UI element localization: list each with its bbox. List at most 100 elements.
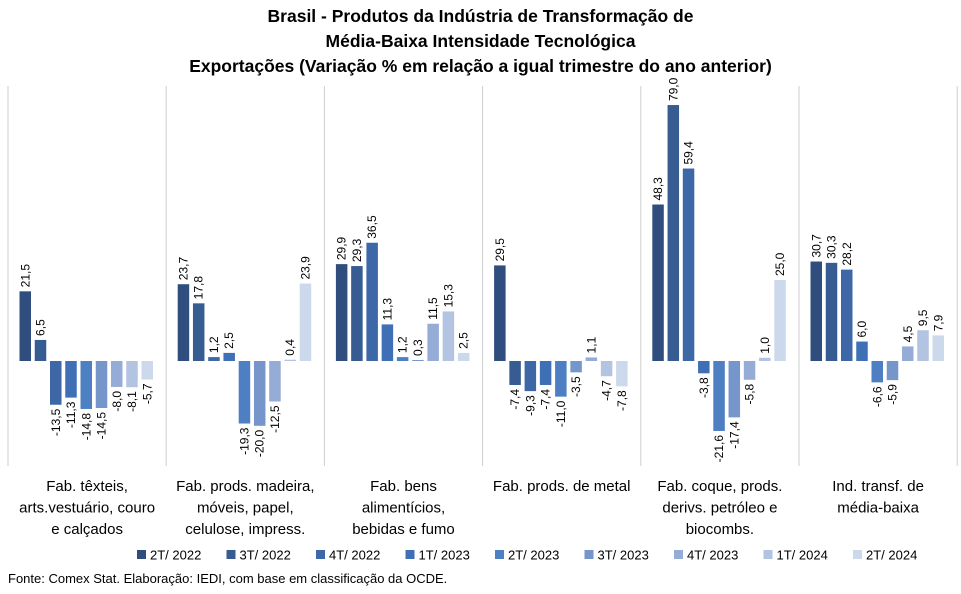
bar — [19, 291, 31, 361]
bar — [80, 361, 92, 409]
data-label: 11,5 — [426, 297, 440, 320]
data-label: 36,5 — [365, 215, 379, 239]
bar — [810, 261, 822, 361]
data-label: -12,5 — [268, 405, 282, 433]
data-label: 15,3 — [441, 284, 455, 308]
bar — [902, 346, 914, 361]
legend-swatch — [674, 550, 683, 559]
bar — [177, 284, 190, 361]
bar — [713, 361, 725, 431]
chart-title: Brasil - Produtos da Indústria de Transf… — [0, 4, 961, 79]
bar — [871, 361, 883, 383]
bar — [886, 361, 899, 381]
bar — [299, 283, 312, 361]
legend-item: 4T/ 2023 — [674, 548, 738, 563]
bar — [269, 361, 281, 402]
data-label: 28,2 — [840, 242, 854, 266]
data-label: 0,3 — [411, 339, 425, 356]
legend-item: 2T/ 2022 — [137, 548, 201, 563]
bar — [616, 361, 628, 387]
data-label: -11,3 — [64, 401, 78, 428]
data-label: 59,4 — [682, 141, 696, 165]
legend-swatch — [226, 550, 236, 559]
bar — [539, 361, 552, 385]
data-label: -13,5 — [49, 408, 63, 436]
data-label: 17,8 — [192, 276, 206, 300]
data-label: -5,9 — [886, 384, 900, 405]
bar — [524, 361, 537, 392]
bar — [396, 357, 409, 361]
category-label: Fab. têxteis, — [46, 478, 128, 495]
bar — [351, 266, 363, 361]
bar — [427, 323, 439, 361]
data-label: -19,3 — [237, 427, 251, 455]
bar — [585, 357, 598, 361]
category-label: Fab. prods. madeira, — [176, 478, 314, 495]
legend-swatch — [763, 550, 773, 559]
legend-label: 4T/ 2022 — [329, 548, 380, 563]
data-label: -14,8 — [79, 413, 93, 441]
bar — [126, 361, 138, 388]
category-labels-layer: Fab. têxteis, arts.vestuário, couro e calç… — [19, 478, 924, 538]
legend-label: 1T/ 2024 — [777, 548, 828, 563]
bar — [932, 335, 944, 361]
category-label: média-baixa — [837, 500, 919, 517]
data-label: -21,6 — [712, 435, 726, 463]
bar — [570, 361, 582, 373]
data-label: 30,3 — [825, 235, 839, 259]
chart-title-line-3: Exportações (Variação % em relação a igu… — [189, 56, 772, 76]
bar — [366, 242, 378, 361]
data-label: 6,5 — [34, 319, 48, 336]
data-label: 1,2 — [396, 336, 410, 353]
bar — [698, 361, 710, 374]
legend-label: 2T/ 2023 — [508, 548, 559, 563]
category-label: arts.vestuário, couro — [19, 500, 155, 517]
bar — [442, 311, 455, 361]
category-label: móveis, papel, — [197, 500, 294, 517]
data-label: 30,7 — [809, 234, 823, 258]
category-label: Fab. coque, prods. — [657, 478, 782, 495]
legend-item: 1T/ 2024 — [763, 548, 828, 563]
bar — [825, 262, 838, 361]
data-label: 4,5 — [901, 325, 915, 342]
data-label: 79,0 — [666, 77, 680, 101]
data-label: 1,2 — [207, 336, 221, 353]
chart-title-line-2: Média-Baixa Intensidade Tecnológica — [325, 31, 636, 51]
category-label: Ind. transf. de — [832, 478, 924, 495]
bar — [95, 361, 108, 408]
legend-item: 2T/ 2024 — [853, 548, 917, 563]
data-label: -9,3 — [523, 395, 537, 416]
data-label: -17,4 — [727, 421, 741, 449]
legend-item: 3T/ 2022 — [226, 548, 291, 563]
data-label: 23,7 — [176, 257, 190, 281]
data-label: -3,5 — [569, 376, 583, 397]
bar — [555, 361, 567, 397]
data-label: -7,4 — [539, 389, 553, 410]
legend-item: 2T/ 2023 — [495, 548, 559, 563]
legend-label: 3T/ 2022 — [240, 548, 291, 563]
category-label: Fab. prods. de metal — [493, 478, 631, 495]
category-label: e calçados — [51, 521, 123, 538]
legend-item: 4T/ 2022 — [316, 548, 380, 563]
bar — [600, 361, 613, 377]
data-label: 0,4 — [283, 339, 297, 356]
data-label: 23,9 — [298, 256, 312, 280]
bar — [50, 361, 62, 405]
bar — [335, 264, 348, 361]
legend-swatch — [495, 550, 504, 559]
bar — [841, 269, 853, 361]
data-label: 48,3 — [651, 177, 665, 201]
bar — [743, 361, 756, 380]
bar — [208, 357, 220, 361]
bar — [667, 105, 680, 361]
chart-title-line-1: Brasil - Produtos da Indústria de Transf… — [267, 6, 694, 26]
data-label: 29,3 — [350, 238, 364, 262]
data-label: 29,9 — [335, 236, 349, 260]
category-label: bebidas e fumo — [352, 521, 455, 538]
bar — [652, 204, 664, 361]
data-label: 6,0 — [855, 321, 869, 338]
bar — [111, 361, 123, 387]
bar — [509, 361, 521, 385]
bar — [141, 361, 153, 380]
